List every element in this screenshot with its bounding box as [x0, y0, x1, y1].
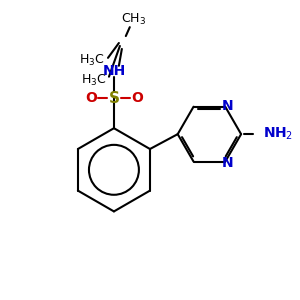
- Text: N: N: [221, 156, 233, 170]
- Text: O: O: [131, 92, 143, 106]
- Text: N: N: [221, 99, 233, 113]
- Text: NH: NH: [102, 64, 126, 78]
- Text: O: O: [85, 92, 97, 106]
- Text: NH$_2$: NH$_2$: [263, 126, 293, 142]
- Text: CH$_3$: CH$_3$: [121, 12, 146, 27]
- Text: H$_3$C: H$_3$C: [80, 53, 105, 68]
- Text: S: S: [108, 91, 119, 106]
- Text: H$_3$C: H$_3$C: [81, 73, 107, 88]
